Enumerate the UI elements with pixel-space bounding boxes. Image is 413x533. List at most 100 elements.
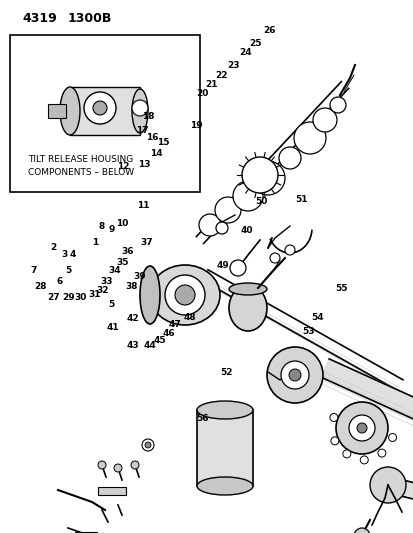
Bar: [48, 104, 66, 118]
Circle shape: [131, 461, 139, 469]
Circle shape: [329, 97, 345, 113]
Text: 42: 42: [127, 314, 139, 323]
Bar: [98, 487, 126, 495]
Text: 12: 12: [117, 163, 129, 171]
Text: 45: 45: [153, 336, 165, 344]
Ellipse shape: [132, 89, 147, 133]
Circle shape: [299, 132, 319, 152]
Text: 8: 8: [98, 222, 104, 231]
Text: 18: 18: [142, 112, 154, 120]
Text: 20: 20: [195, 89, 208, 98]
Circle shape: [359, 456, 368, 464]
Text: 5: 5: [108, 301, 115, 309]
Text: 33: 33: [100, 277, 113, 286]
Text: 51: 51: [294, 196, 307, 204]
Text: 27: 27: [47, 293, 60, 302]
Ellipse shape: [197, 477, 252, 495]
Bar: [197, 410, 252, 486]
Text: 43: 43: [127, 341, 139, 350]
Text: 34: 34: [109, 266, 121, 275]
Circle shape: [377, 449, 385, 457]
Text: 14: 14: [150, 149, 162, 158]
Text: 2: 2: [50, 244, 57, 252]
Text: 22: 22: [215, 71, 227, 80]
Text: 4319: 4319: [22, 12, 57, 25]
Text: 9: 9: [108, 225, 115, 233]
Text: 11: 11: [136, 201, 149, 209]
Text: 23: 23: [227, 61, 240, 69]
Circle shape: [199, 214, 221, 236]
Ellipse shape: [140, 266, 159, 324]
Text: COMPONENTS – BELOW: COMPONENTS – BELOW: [28, 168, 134, 177]
Text: 1300B: 1300B: [68, 12, 112, 25]
Text: 44: 44: [143, 341, 156, 350]
Text: 26: 26: [262, 27, 275, 35]
Circle shape: [216, 222, 228, 234]
Ellipse shape: [228, 283, 266, 295]
Text: 24: 24: [238, 48, 251, 56]
Text: 35: 35: [116, 258, 128, 266]
Circle shape: [93, 101, 107, 115]
Text: 55: 55: [335, 285, 347, 293]
Text: 3: 3: [61, 251, 67, 259]
Ellipse shape: [197, 401, 252, 419]
Circle shape: [214, 197, 240, 223]
Text: 41: 41: [106, 324, 119, 332]
Text: 47: 47: [168, 320, 180, 328]
Text: 54: 54: [311, 313, 323, 321]
Circle shape: [388, 433, 396, 441]
Bar: [70, 87, 140, 135]
Polygon shape: [387, 477, 413, 528]
Text: 50: 50: [255, 197, 267, 206]
Text: 7: 7: [30, 266, 36, 275]
Ellipse shape: [228, 285, 266, 331]
Text: 29: 29: [62, 293, 74, 302]
Text: 38: 38: [125, 282, 138, 291]
Text: 10: 10: [116, 220, 128, 228]
Circle shape: [114, 464, 122, 472]
Text: 15: 15: [157, 139, 169, 147]
Text: 31: 31: [88, 290, 100, 298]
Text: 19: 19: [190, 121, 202, 130]
Circle shape: [175, 285, 195, 305]
Text: 52: 52: [220, 368, 233, 376]
Circle shape: [233, 181, 262, 211]
Polygon shape: [320, 359, 413, 454]
Circle shape: [242, 157, 277, 193]
Circle shape: [84, 92, 116, 124]
Circle shape: [98, 461, 106, 469]
Circle shape: [356, 423, 366, 433]
Circle shape: [165, 275, 204, 315]
Text: 21: 21: [204, 80, 217, 88]
Text: 46: 46: [162, 329, 175, 337]
Circle shape: [312, 108, 336, 132]
Circle shape: [132, 100, 147, 116]
Circle shape: [293, 122, 325, 154]
Text: 16: 16: [146, 133, 158, 142]
Circle shape: [329, 414, 337, 422]
Circle shape: [284, 245, 294, 255]
Text: 56: 56: [195, 414, 208, 423]
Circle shape: [230, 260, 245, 276]
Text: 36: 36: [121, 247, 133, 256]
Text: 40: 40: [240, 226, 252, 235]
Text: 6: 6: [57, 277, 63, 286]
Circle shape: [330, 437, 338, 445]
Text: 30: 30: [74, 293, 87, 302]
Text: 5: 5: [65, 266, 71, 275]
Circle shape: [278, 147, 300, 169]
Ellipse shape: [60, 87, 80, 135]
Circle shape: [342, 450, 350, 458]
Text: 37: 37: [140, 238, 153, 247]
Text: 48: 48: [183, 313, 195, 321]
Circle shape: [269, 253, 279, 263]
Text: 32: 32: [96, 286, 109, 295]
Bar: [10, 35, 199, 192]
Text: 17: 17: [136, 126, 149, 135]
Ellipse shape: [150, 265, 219, 325]
Text: 4: 4: [69, 251, 76, 259]
Circle shape: [348, 415, 374, 441]
Text: TILT RELEASE HOUSING: TILT RELEASE HOUSING: [28, 155, 133, 164]
Bar: [75, 532, 97, 533]
Circle shape: [335, 402, 387, 454]
